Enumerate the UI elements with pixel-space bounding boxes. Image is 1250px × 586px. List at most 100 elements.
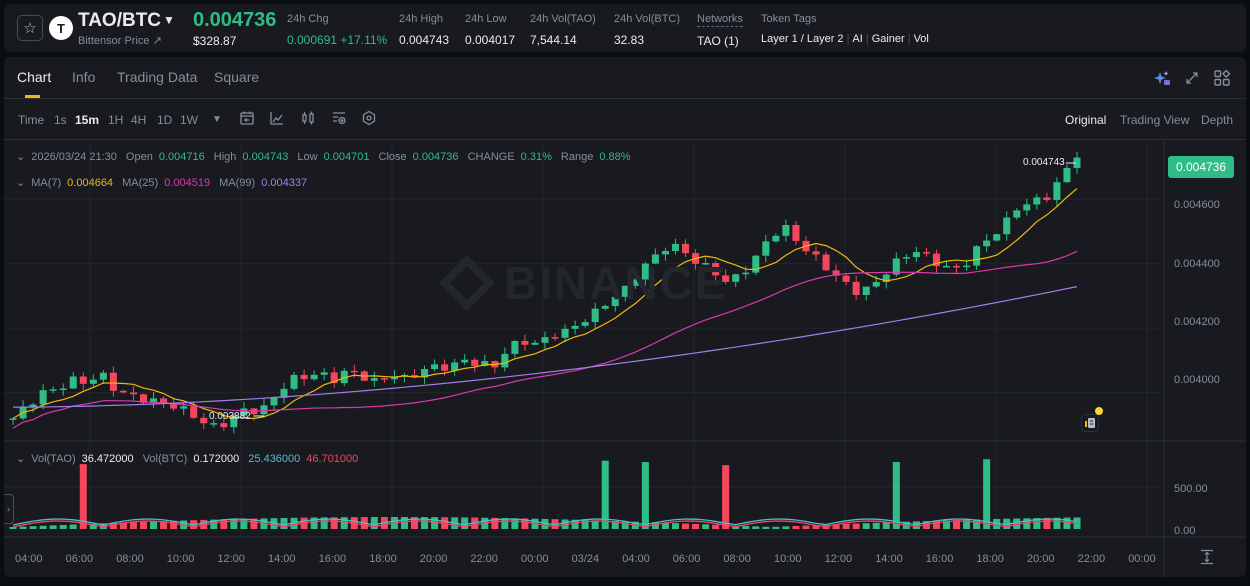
chevron-down-icon[interactable]: ⌄ <box>16 151 26 163</box>
low-value: 0.004701 <box>323 151 370 163</box>
x-tick: 14:00 <box>875 553 903 565</box>
coin-price-link[interactable]: Bittensor Price ↗ <box>78 35 162 47</box>
timeframe-1h[interactable]: 1H <box>108 113 124 127</box>
vol-btc-value: 0.172000 <box>193 453 240 465</box>
settings-hex-icon[interactable] <box>361 110 379 128</box>
tag-gainer[interactable]: Gainer <box>871 33 905 45</box>
stat-label: 24h High <box>399 13 444 25</box>
x-tick: 04:00 <box>15 553 43 565</box>
note-button[interactable] <box>1081 414 1099 432</box>
coin-logo: T <box>49 16 73 40</box>
view-trading-view[interactable]: Trading View <box>1120 113 1190 127</box>
chart-toolbar: Time 1s 15m 1H 4H 1D 1W ▼ Original Tradi… <box>4 100 1246 140</box>
change-value: 0.31% <box>520 151 552 163</box>
stat-value: TAO (1) <box>697 34 739 48</box>
x-tick: 18:00 <box>976 553 1004 565</box>
tag-vol[interactable]: Vol <box>913 33 929 45</box>
vol-btc-label: Vol(BTC) <box>142 453 188 465</box>
favorite-button[interactable]: ☆ <box>17 15 43 41</box>
chevron-down-icon[interactable]: ▼ <box>163 13 175 27</box>
timeframe-1w[interactable]: 1W <box>180 113 198 127</box>
x-tick: 16:00 <box>925 553 954 565</box>
timeframe-1s[interactable]: 1s <box>54 113 67 127</box>
candle-type-icon[interactable] <box>300 110 318 128</box>
chevron-right-icon[interactable]: › <box>4 494 14 524</box>
stat-label: 24h Vol(TAO) <box>530 13 596 25</box>
vol-tick: 500.00 <box>1174 483 1208 495</box>
ma25-value: 0.004519 <box>164 177 211 189</box>
stat-label: 24h Low <box>465 13 507 25</box>
ma25-label: MA(25) <box>122 177 159 189</box>
x-tick: 10:00 <box>166 553 195 565</box>
tab-trading-data[interactable]: Trading Data <box>117 69 198 85</box>
x-tick: 20:00 <box>1027 553 1055 565</box>
chevron-down-icon[interactable]: ⌄ <box>16 177 26 189</box>
x-tick: 12:00 <box>217 553 245 565</box>
y-tick: 0.004600 <box>1174 199 1220 211</box>
vol-tick: 0.00 <box>1174 525 1196 537</box>
low-label: Low <box>297 151 318 163</box>
stat-24h-high: 24h High 0.004743 <box>399 13 449 47</box>
timeframe-1d[interactable]: 1D <box>157 113 173 127</box>
close-label: Close <box>378 151 407 163</box>
stat-label: 24h Chg <box>287 13 329 25</box>
x-tick: 10:00 <box>774 553 802 565</box>
x-tick: 00:00 <box>521 553 549 565</box>
chart-canvas[interactable] <box>4 141 1246 577</box>
expand-icon[interactable] <box>1181 67 1203 89</box>
kline-chart[interactable]: BINANCE ⌄ 2026/03/24 21:30 Open 0.004716 H… <box>4 141 1246 577</box>
timeframe-4h[interactable]: 4H <box>131 113 147 127</box>
stat-networks[interactable]: Networks TAO (1) <box>697 13 743 48</box>
stat-value: 7,544.14 <box>530 33 577 47</box>
high-marker: 0.004743 <box>1023 157 1065 168</box>
ma99-label: MA(99) <box>219 177 256 189</box>
view-depth[interactable]: Depth <box>1201 113 1234 127</box>
y-tick: 0.004000 <box>1174 374 1220 386</box>
vol-tao-label: Vol(TAO) <box>31 453 76 465</box>
stat-label: Networks <box>697 13 743 27</box>
last-price-tag: 0.004736 <box>1168 156 1234 178</box>
watermark: BINANCE <box>504 257 728 309</box>
ticker-header: ☆ T TAO/BTC ▼ Bittensor Price ↗ 0.004736… <box>4 4 1246 52</box>
ma7-label: MA(7) <box>31 177 62 189</box>
vol-ma5-value: 25.436000 <box>248 453 301 465</box>
low-marker: 0.003882 <box>209 411 251 422</box>
chart-panel: Chart Info Trading Data Square Time 1s 1… <box>4 57 1246 577</box>
timeframe-15m[interactable]: 15m <box>75 113 100 127</box>
open-value: 0.004716 <box>158 151 205 163</box>
x-tick: 16:00 <box>318 553 347 565</box>
tag-layer[interactable]: Layer 1 / Layer 2 <box>761 33 844 45</box>
high-value: 0.004743 <box>242 151 289 163</box>
chart-settings-icon[interactable] <box>331 110 349 128</box>
auto-scale-icon[interactable] <box>1200 549 1216 565</box>
pair-selector[interactable]: TAO/BTC <box>78 10 162 31</box>
timeframe-time[interactable]: Time <box>18 113 45 127</box>
tab-info[interactable]: Info <box>72 69 96 85</box>
y-tick: 0.004200 <box>1174 316 1220 328</box>
stat-value: 32.83 <box>614 33 645 47</box>
x-tick: 03/24 <box>571 553 600 565</box>
ma99-value: 0.004337 <box>261 177 308 189</box>
ohlc-datetime: 2026/03/24 21:30 <box>31 151 117 163</box>
vol-tao-value: 36.472000 <box>81 453 134 465</box>
view-original[interactable]: Original <box>1065 113 1107 127</box>
layout-grid-icon[interactable] <box>1211 67 1233 89</box>
x-tick: 22:00 <box>470 553 498 565</box>
x-tick: 20:00 <box>419 553 448 565</box>
star-icon: ☆ <box>23 20 37 37</box>
tab-bar: Chart Info Trading Data Square <box>4 57 1246 99</box>
calendar-icon[interactable] <box>239 110 257 128</box>
indicator-icon[interactable] <box>269 110 287 128</box>
x-tick: 12:00 <box>824 553 853 565</box>
chevron-down-icon[interactable]: ⌄ <box>16 453 26 465</box>
x-tick: 08:00 <box>116 553 144 565</box>
tag-ai[interactable]: AI <box>852 33 863 45</box>
ai-sparkle-icon[interactable] <box>1151 67 1173 89</box>
tab-square[interactable]: Square <box>214 69 260 85</box>
volume-legend: ⌄ Vol(TAO) 36.472000 Vol(BTC) 0.172000 25.4… <box>16 452 364 465</box>
more-timeframes-caret[interactable]: ▼ <box>212 114 222 125</box>
ohlc-legend: ⌄ 2026/03/24 21:30 Open 0.004716 High 0.004… <box>16 150 637 163</box>
tab-chart[interactable]: Chart <box>17 69 52 85</box>
stat-label: Token Tags <box>761 13 817 25</box>
y-tick: 0.004400 <box>1174 258 1220 270</box>
